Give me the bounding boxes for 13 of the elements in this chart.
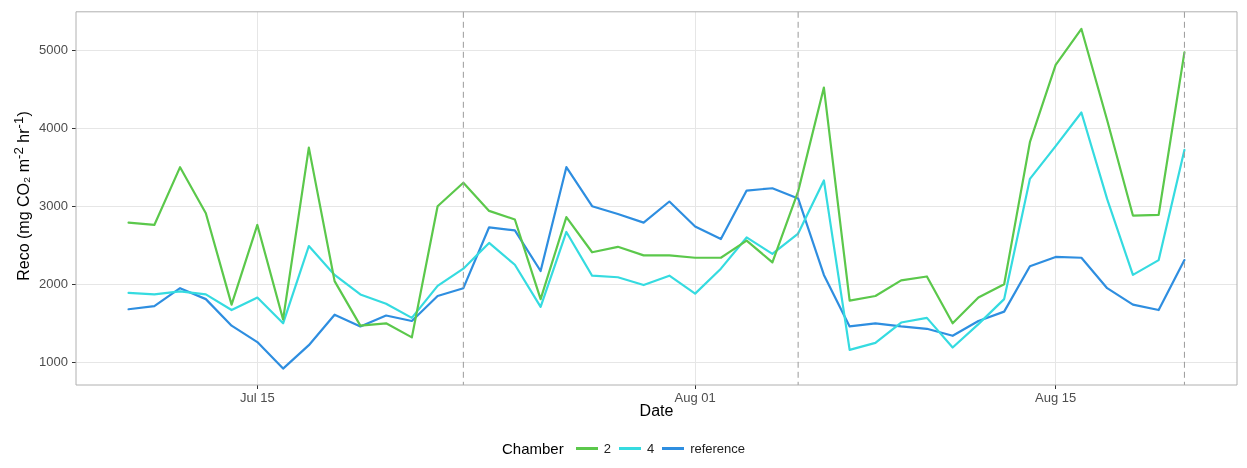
legend-label: 4 bbox=[646, 441, 655, 456]
x-tick-label: Aug 15 bbox=[1035, 390, 1077, 406]
x-tick-label: Jul 15 bbox=[239, 390, 275, 406]
legend-label: reference bbox=[690, 441, 746, 456]
y-tick-label: 4000 bbox=[39, 119, 68, 135]
y-tick-label: 2000 bbox=[39, 275, 68, 291]
y-tick-label: 3000 bbox=[39, 197, 68, 213]
x-tick-label: Aug 01 bbox=[674, 390, 716, 406]
y-tick-label: 5000 bbox=[39, 41, 68, 57]
legend-title: Chamber bbox=[501, 440, 564, 457]
y-tick-label: 1000 bbox=[39, 353, 68, 369]
x-axis-title: Date bbox=[639, 401, 674, 419]
legend-label: 2 bbox=[603, 441, 611, 456]
